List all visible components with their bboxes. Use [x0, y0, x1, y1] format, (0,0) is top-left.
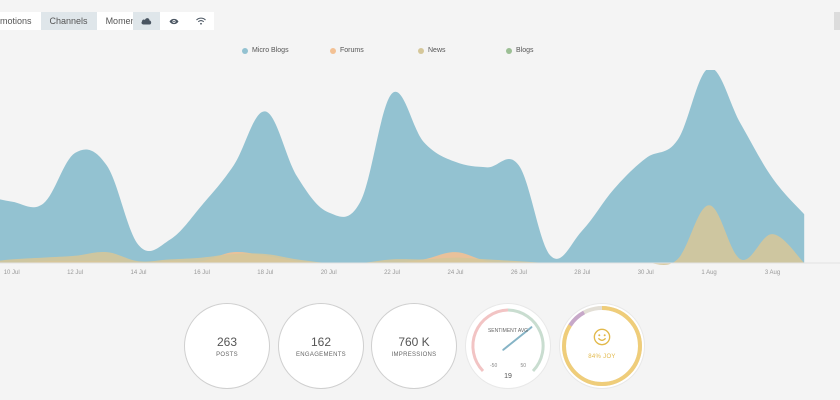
legend-item-blogs[interactable]: Blogs	[506, 47, 534, 54]
sentiment-min-label: -50	[490, 363, 498, 369]
eye-filter-button[interactable]	[160, 12, 187, 30]
posts-stat: 263 POSTS	[184, 303, 270, 389]
legend-swatch	[242, 47, 248, 54]
area-series-micro-blogs	[0, 70, 805, 263]
engagements-value: 162	[310, 335, 332, 349]
joy-emotion-stat: 84% JOY	[559, 303, 645, 389]
gauge-arc-negative	[471, 308, 509, 373]
gauge-needle	[502, 326, 533, 351]
gauge-arc-positive	[507, 308, 545, 373]
impressions-label: IMPRESSIONS	[391, 352, 437, 358]
tab-emotions[interactable]: Emotions	[0, 12, 41, 30]
view-tabs: Emotions Channels Moments	[0, 12, 152, 30]
cloud-icon	[141, 18, 152, 25]
sentiment-value: 19	[504, 373, 512, 380]
x-tick-label: 26 Jul	[511, 270, 527, 276]
impressions-value: 760 K	[398, 335, 430, 349]
sentiment-gauge-ring	[471, 308, 545, 373]
legend-label: News	[428, 47, 446, 54]
engagements-label: ENGAGEMENTS	[296, 352, 346, 358]
wifi-icon	[195, 17, 206, 25]
posts-value: 263	[216, 335, 238, 349]
joy-label: 84% JOY	[588, 354, 616, 360]
sentiment-title: SENTIMENT AVG	[487, 328, 529, 334]
x-tick-label: 10 Jul	[4, 270, 20, 276]
x-tick-label: 24 Jul	[447, 270, 463, 276]
joy-ring-fill	[562, 306, 642, 386]
x-tick-label: 14 Jul	[130, 270, 146, 276]
x-tick-label: 1 Aug	[701, 270, 716, 276]
smiley-icon	[593, 328, 611, 346]
tab-channels[interactable]: Channels	[40, 12, 97, 30]
eye-icon	[169, 18, 178, 24]
legend-item-forums[interactable]: Forums	[330, 47, 364, 54]
chart-legend: Micro Blogs Forums News Blogs	[0, 47, 840, 61]
legend-swatch	[330, 47, 336, 54]
impressions-stat: 760 K IMPRESSIONS	[371, 303, 457, 389]
posts-label: POSTS	[216, 352, 238, 358]
legend-label: Forums	[340, 47, 364, 54]
area-series-news	[0, 205, 805, 265]
joy-progress-ring	[562, 306, 642, 386]
corner-panel	[834, 12, 840, 30]
cloud-filter-button[interactable]	[133, 12, 160, 30]
wifi-filter-button[interactable]	[187, 12, 214, 30]
x-tick-label: 12 Jul	[67, 270, 83, 276]
x-tick-label: 18 Jul	[257, 270, 273, 276]
engagements-stat: 162 ENGAGEMENTS	[278, 303, 364, 389]
legend-item-news[interactable]: News	[418, 47, 446, 54]
x-tick-label: 22 Jul	[384, 270, 400, 276]
x-tick-label: 3 Aug	[765, 270, 780, 276]
legend-swatch	[418, 47, 424, 54]
channel-filter-bar	[133, 12, 214, 30]
legend-item-micro-blogs[interactable]: Micro Blogs	[242, 47, 289, 54]
x-tick-label: 28 Jul	[574, 270, 590, 276]
channel-area-chart: 10 Jul 12 Jul 14 Jul 16 Jul 18 Jul 20 Jul 22 J…	[0, 70, 840, 276]
legend-label: Blogs	[516, 47, 534, 54]
sentiment-max-label: 50	[520, 363, 526, 369]
sentiment-gauge: SENTIMENT AVG -50 50 19	[465, 303, 551, 389]
legend-swatch	[506, 47, 512, 54]
x-tick-label: 20 Jul	[321, 270, 337, 276]
legend-label: Micro Blogs	[252, 47, 289, 54]
x-tick-label: 30 Jul	[638, 270, 654, 276]
x-tick-label: 16 Jul	[194, 270, 210, 276]
